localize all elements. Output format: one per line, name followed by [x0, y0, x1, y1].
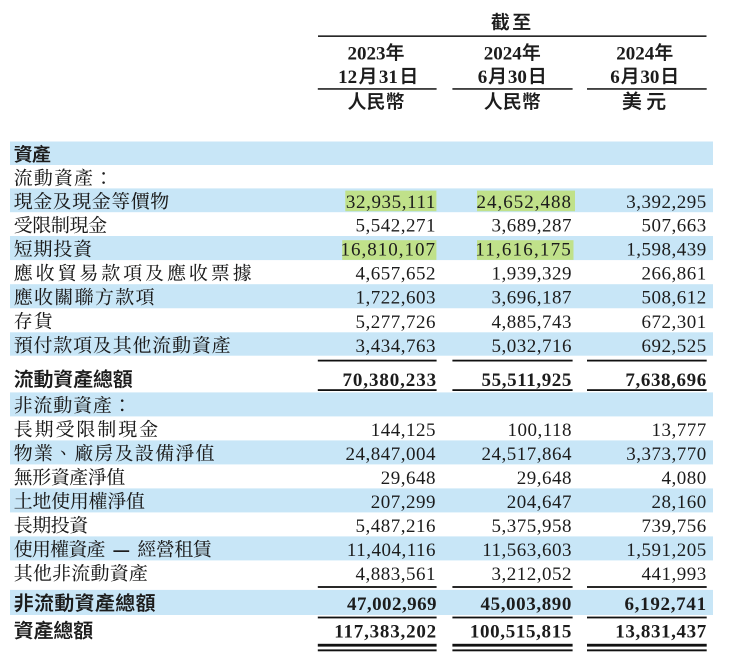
- svg-text:4,883,561: 4,883,561: [356, 564, 437, 585]
- svg-text:6: 6: [610, 67, 620, 88]
- svg-text:30: 30: [640, 67, 659, 88]
- svg-text:29,648: 29,648: [517, 468, 572, 489]
- svg-text:3,212,052: 3,212,052: [492, 564, 573, 585]
- svg-text:5,277,726: 5,277,726: [356, 312, 437, 333]
- svg-text:3,392,295: 3,392,295: [626, 192, 707, 213]
- svg-text:11,616,175: 11,616,175: [475, 240, 572, 261]
- svg-text:100,118: 100,118: [507, 420, 572, 441]
- svg-text:2024: 2024: [484, 43, 523, 64]
- svg-text:24,517,864: 24,517,864: [482, 444, 573, 465]
- svg-text:1,722,603: 1,722,603: [356, 288, 437, 309]
- svg-text:3,434,763: 3,434,763: [356, 336, 437, 357]
- svg-text:3,373,770: 3,373,770: [626, 444, 707, 465]
- svg-text:2023: 2023: [348, 43, 386, 64]
- svg-text:207,299: 207,299: [371, 492, 436, 513]
- svg-text:2024: 2024: [616, 43, 655, 64]
- svg-text:5,032,716: 5,032,716: [492, 336, 573, 357]
- svg-text:1,591,205: 1,591,205: [626, 540, 707, 561]
- svg-text:30: 30: [508, 67, 527, 88]
- svg-text:1,598,439: 1,598,439: [626, 240, 707, 261]
- svg-text:4,657,652: 4,657,652: [356, 264, 437, 285]
- svg-text:739,756: 739,756: [642, 516, 707, 537]
- svg-text:7,638,696: 7,638,696: [625, 370, 706, 391]
- svg-text:70,380,233: 70,380,233: [343, 370, 438, 391]
- svg-text:28,160: 28,160: [652, 492, 707, 513]
- svg-text:508,612: 508,612: [642, 288, 707, 309]
- svg-text:266,861: 266,861: [642, 264, 707, 285]
- svg-text:45,003,890: 45,003,890: [481, 594, 573, 615]
- svg-text:47,002,969: 47,002,969: [347, 594, 437, 615]
- svg-text:29,648: 29,648: [381, 468, 436, 489]
- svg-text:3,689,287: 3,689,287: [492, 216, 573, 237]
- svg-text:32,935,111: 32,935,111: [346, 192, 436, 213]
- svg-text:100,515,815: 100,515,815: [470, 621, 572, 642]
- svg-text:55,511,925: 55,511,925: [482, 370, 572, 391]
- svg-text:12: 12: [338, 67, 357, 88]
- svg-text:24,847,004: 24,847,004: [346, 444, 437, 465]
- svg-text:5,542,271: 5,542,271: [356, 216, 437, 237]
- svg-text:11,563,603: 11,563,603: [482, 540, 572, 561]
- svg-text:1,939,329: 1,939,329: [492, 264, 573, 285]
- svg-text:16,810,107: 16,810,107: [341, 240, 437, 261]
- svg-text:6: 6: [478, 67, 488, 88]
- svg-text:441,993: 441,993: [642, 564, 707, 585]
- svg-text:6,192,741: 6,192,741: [624, 594, 706, 615]
- svg-text:31: 31: [379, 67, 398, 88]
- svg-text:13,831,437: 13,831,437: [615, 621, 707, 642]
- svg-text:5,487,216: 5,487,216: [356, 516, 437, 537]
- svg-text:117,383,202: 117,383,202: [334, 621, 437, 642]
- svg-text:204,647: 204,647: [507, 492, 572, 513]
- svg-text:11,404,116: 11,404,116: [347, 540, 436, 561]
- svg-text:144,125: 144,125: [371, 420, 436, 441]
- svg-text:4,885,743: 4,885,743: [492, 312, 573, 333]
- svg-text:13,777: 13,777: [652, 420, 707, 441]
- svg-text:692,525: 692,525: [642, 336, 707, 357]
- svg-text:5,375,958: 5,375,958: [492, 516, 573, 537]
- svg-text:672,301: 672,301: [642, 312, 707, 333]
- svg-text:24,652,488: 24,652,488: [477, 192, 573, 213]
- svg-text:4,080: 4,080: [662, 468, 707, 489]
- svg-text:3,696,187: 3,696,187: [492, 288, 573, 309]
- svg-text:507,663: 507,663: [642, 216, 707, 237]
